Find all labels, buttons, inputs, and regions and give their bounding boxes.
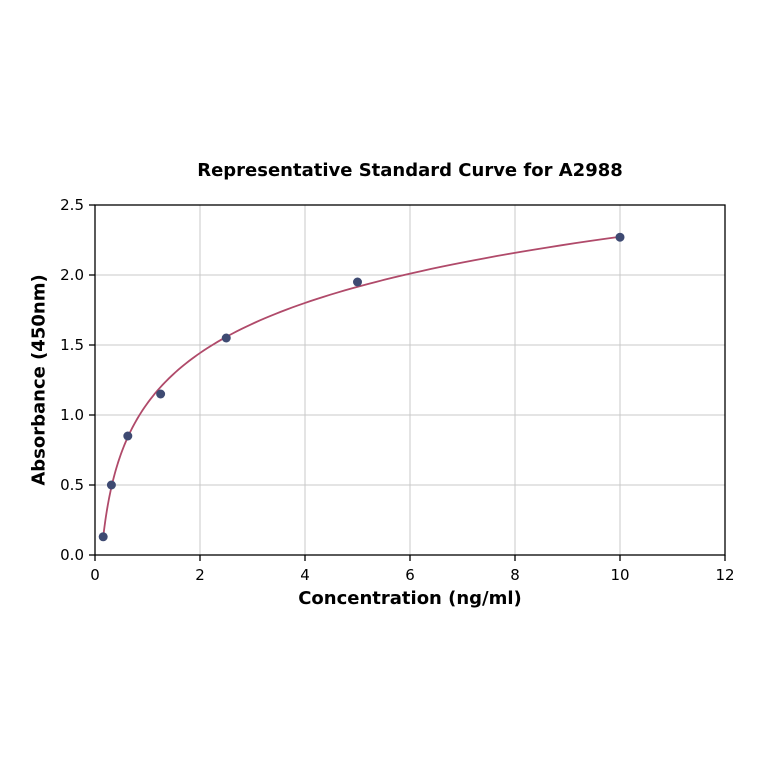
data-point xyxy=(221,333,231,343)
data-point xyxy=(106,480,116,490)
x-tick-label: 8 xyxy=(510,566,520,584)
x-tick-label: 4 xyxy=(300,566,310,584)
y-tick-label: 1.5 xyxy=(60,336,84,354)
y-tick-label: 0.5 xyxy=(60,476,84,494)
data-point xyxy=(98,532,108,542)
y-axis-label: Absorbance (450nm) xyxy=(28,274,50,486)
x-tick-label: 6 xyxy=(405,566,415,584)
y-tick-label: 2.5 xyxy=(60,196,84,214)
data-point xyxy=(156,389,166,399)
x-axis-label: Concentration (ng/ml) xyxy=(298,588,522,609)
x-tick-label: 0 xyxy=(90,566,100,584)
data-point xyxy=(353,277,362,287)
y-tick-label: 1.0 xyxy=(60,406,84,424)
x-tick-label: 10 xyxy=(610,566,629,584)
data-point xyxy=(615,232,625,242)
data-point xyxy=(123,431,133,441)
y-tick-label: 0.0 xyxy=(60,546,84,564)
chart-title: Representative Standard Curve for A2988 xyxy=(197,160,623,181)
y-tick-label: 2.0 xyxy=(60,266,84,284)
x-tick-label: 12 xyxy=(715,566,734,584)
x-tick-label: 2 xyxy=(195,566,205,584)
